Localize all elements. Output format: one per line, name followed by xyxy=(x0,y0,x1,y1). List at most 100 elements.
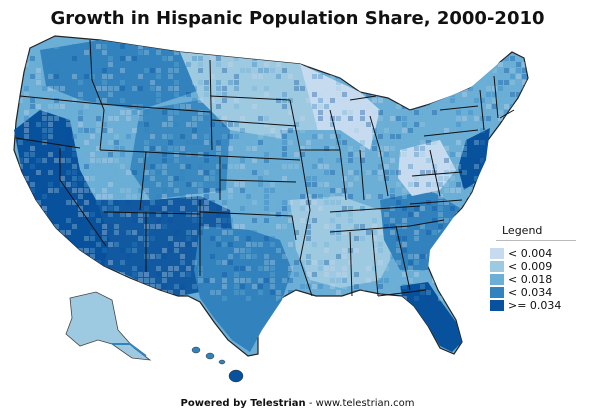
county-cell xyxy=(144,164,149,169)
county-cell xyxy=(300,110,305,115)
county-cell xyxy=(156,170,161,175)
county-cell xyxy=(192,128,197,133)
county-cell xyxy=(108,230,113,235)
footer-url-link[interactable]: www.telestrian.com xyxy=(315,398,415,409)
county-cell xyxy=(234,110,239,115)
county-cell xyxy=(366,230,371,235)
county-cell xyxy=(168,116,173,121)
county-cell xyxy=(96,116,101,121)
footer: Powered by Telestrian - www.telestrian.c… xyxy=(0,398,595,409)
county-cell xyxy=(432,218,437,223)
county-cell xyxy=(486,104,491,109)
county-cell xyxy=(42,206,47,211)
county-cell xyxy=(30,152,35,157)
county-cell xyxy=(144,50,149,55)
county-cell xyxy=(522,134,527,139)
county-cell xyxy=(312,152,317,157)
county-cell xyxy=(504,128,509,133)
county-cell xyxy=(312,242,317,247)
county-cell xyxy=(456,188,461,193)
county-cell xyxy=(270,68,275,73)
county-cell xyxy=(84,140,89,145)
county-cell xyxy=(240,254,245,259)
county-cell xyxy=(324,50,329,55)
county-cell xyxy=(222,74,227,79)
county-cell xyxy=(18,218,23,223)
county-cell xyxy=(240,116,245,121)
county-cell xyxy=(474,176,479,181)
county-cell xyxy=(246,254,251,259)
county-cell xyxy=(468,110,473,115)
county-cell xyxy=(444,86,449,91)
county-cell xyxy=(258,242,263,247)
county-cell xyxy=(522,152,527,157)
county-cell xyxy=(126,290,131,295)
county-cell xyxy=(204,158,209,163)
county-cell xyxy=(96,128,101,133)
county-cell xyxy=(288,278,293,283)
county-cell xyxy=(276,98,281,103)
county-cell xyxy=(66,128,71,133)
county-cell xyxy=(306,266,311,271)
county-cell xyxy=(72,170,77,175)
county-cell xyxy=(138,296,143,301)
county-cell xyxy=(378,242,383,247)
county-cell xyxy=(132,266,137,271)
county-cell xyxy=(354,236,359,241)
county-cell xyxy=(318,50,323,55)
county-cell xyxy=(168,200,173,205)
county-cell xyxy=(282,146,287,151)
county-cell xyxy=(18,158,23,163)
county-cell xyxy=(414,92,419,97)
county-cell xyxy=(402,188,407,193)
county-cell xyxy=(324,194,329,199)
county-cell xyxy=(414,146,419,151)
county-cell xyxy=(120,152,125,157)
county-cell xyxy=(378,86,383,91)
county-cell xyxy=(426,296,431,301)
alaska xyxy=(65,291,152,361)
county-cell xyxy=(408,212,413,217)
county-cell xyxy=(66,182,71,187)
county-cell xyxy=(432,164,437,169)
county-cell xyxy=(246,236,251,241)
county-cell xyxy=(372,134,377,139)
county-cell xyxy=(324,170,329,175)
county-cell xyxy=(24,92,29,97)
county-cell xyxy=(402,236,407,241)
county-cell xyxy=(156,194,161,199)
county-cell xyxy=(156,212,161,217)
county-cell xyxy=(462,224,467,229)
county-cell xyxy=(126,254,131,259)
county-cell xyxy=(468,254,473,259)
county-cell xyxy=(60,236,65,241)
county-cell xyxy=(48,182,53,187)
county-cell xyxy=(180,242,185,247)
border-mississippi xyxy=(299,149,313,297)
county-cell xyxy=(204,92,209,97)
county-cell xyxy=(42,242,47,247)
county-cell xyxy=(288,44,293,49)
county-cell xyxy=(120,110,125,115)
county-cell xyxy=(306,176,311,181)
county-cell xyxy=(30,146,35,151)
county-cell xyxy=(72,134,77,139)
county-cell xyxy=(366,266,371,271)
county-cell xyxy=(30,218,35,223)
county-cell xyxy=(366,74,371,79)
county-cell xyxy=(192,86,197,91)
county-cell xyxy=(462,200,467,205)
county-cell xyxy=(270,236,275,241)
county-cell xyxy=(456,140,461,145)
legend-item: < 0.009 xyxy=(490,260,590,273)
county-cell xyxy=(276,134,281,139)
county-cell xyxy=(186,182,191,187)
county-cell xyxy=(102,146,107,151)
county-cell xyxy=(486,176,491,181)
county-cell xyxy=(240,248,245,253)
county-cell xyxy=(180,206,185,211)
county-cell xyxy=(474,230,479,235)
county-cell xyxy=(366,170,371,175)
county-cell xyxy=(438,110,443,115)
